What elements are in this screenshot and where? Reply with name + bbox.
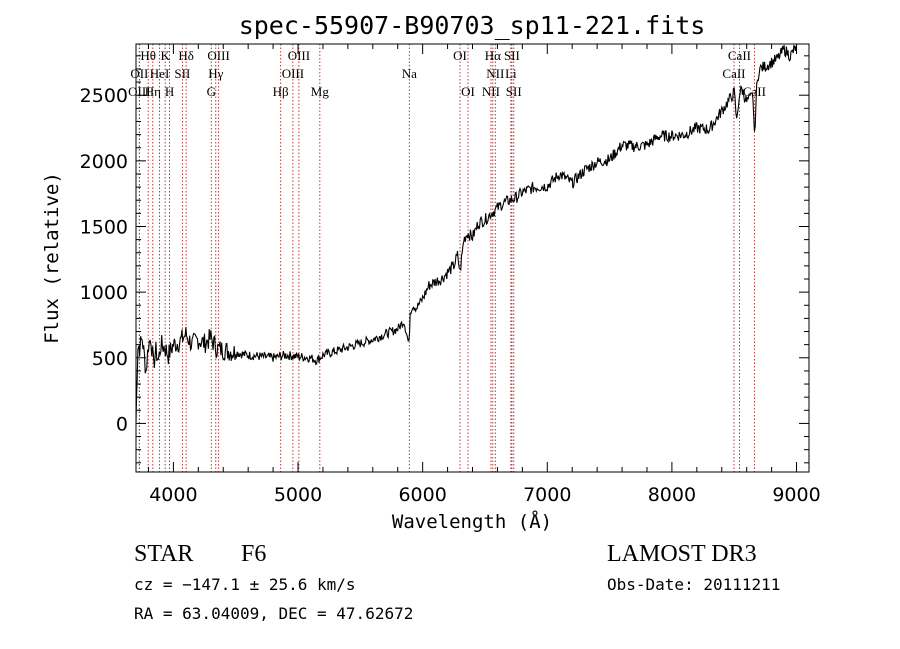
line-label-23: Mg: [311, 84, 330, 99]
x-tick-label: 8000: [648, 484, 696, 506]
line-label-12: Hγ: [208, 66, 223, 81]
x-tick-label: 7000: [523, 484, 571, 506]
line-label-6: Hα: [485, 48, 501, 63]
line-markers: [138, 44, 755, 472]
x-axis-title: Wavelength (Å): [392, 510, 552, 533]
x-tick-label: 5000: [274, 484, 322, 506]
line-label-11: SII: [174, 66, 190, 81]
redshift-value: cz = −147.1 ± 25.6 km/s: [134, 575, 356, 594]
line-label-16: Li: [505, 66, 517, 81]
spectrum-line: [135, 44, 798, 423]
line-label-14: Na: [402, 66, 417, 81]
chart-title: spec-55907-B90703_sp11-221.fits: [239, 11, 706, 40]
line-label-24: OI: [461, 84, 475, 99]
x-tick-label: 6000: [398, 484, 446, 506]
object-class: STAR: [134, 541, 193, 567]
y-tick-label: 2000: [80, 151, 128, 173]
line-label-1: K: [160, 48, 170, 63]
y-axis-title: Flux (relative): [41, 172, 63, 344]
y-tick-label: 1000: [80, 282, 128, 304]
line-label-4: OIII: [288, 48, 310, 63]
line-label-2: Hδ: [178, 48, 194, 63]
obs-date: Obs-Date: 20111211: [607, 575, 780, 594]
line-label-17: CaII: [722, 66, 745, 81]
y-tick-label: 0: [116, 413, 128, 435]
line-label-9: OII: [130, 66, 148, 81]
y-tick-label: 2500: [80, 85, 128, 107]
x-axis-ticks: 4000 5000 6000 7000 8000 9000: [147, 44, 821, 506]
line-label-10: HeI: [150, 66, 170, 81]
plot-frame: [135, 43, 810, 473]
x-tick-label: 4000: [149, 484, 197, 506]
line-label-0: Hθ: [140, 48, 156, 63]
line-label-25: NII: [482, 84, 500, 99]
line-label-8: CaII: [728, 48, 751, 63]
line-label-7: SII: [504, 48, 520, 63]
y-axis-ticks: 0 500 1000 1500 2000 2500: [80, 55, 809, 464]
survey-name: LAMOST DR3: [607, 541, 757, 567]
line-label-3: OIII: [207, 48, 229, 63]
line-label-21: G: [207, 84, 216, 99]
x-tick-label: 9000: [772, 484, 820, 506]
line-label-15: NII: [486, 66, 504, 81]
coordinates: RA = 63.04009, DEC = 47.62672: [134, 604, 413, 623]
y-tick-label: 1500: [80, 216, 128, 238]
line-label-19: Hη: [145, 84, 161, 99]
line-label-26: SII: [506, 84, 522, 99]
line-label-20: H: [165, 84, 174, 99]
line-label-5: OI: [453, 48, 467, 63]
y-tick-label: 500: [92, 348, 128, 370]
line-label-13: OIII: [282, 66, 304, 81]
object-subclass: F6: [241, 541, 266, 567]
line-label-22: Hβ: [273, 84, 289, 99]
